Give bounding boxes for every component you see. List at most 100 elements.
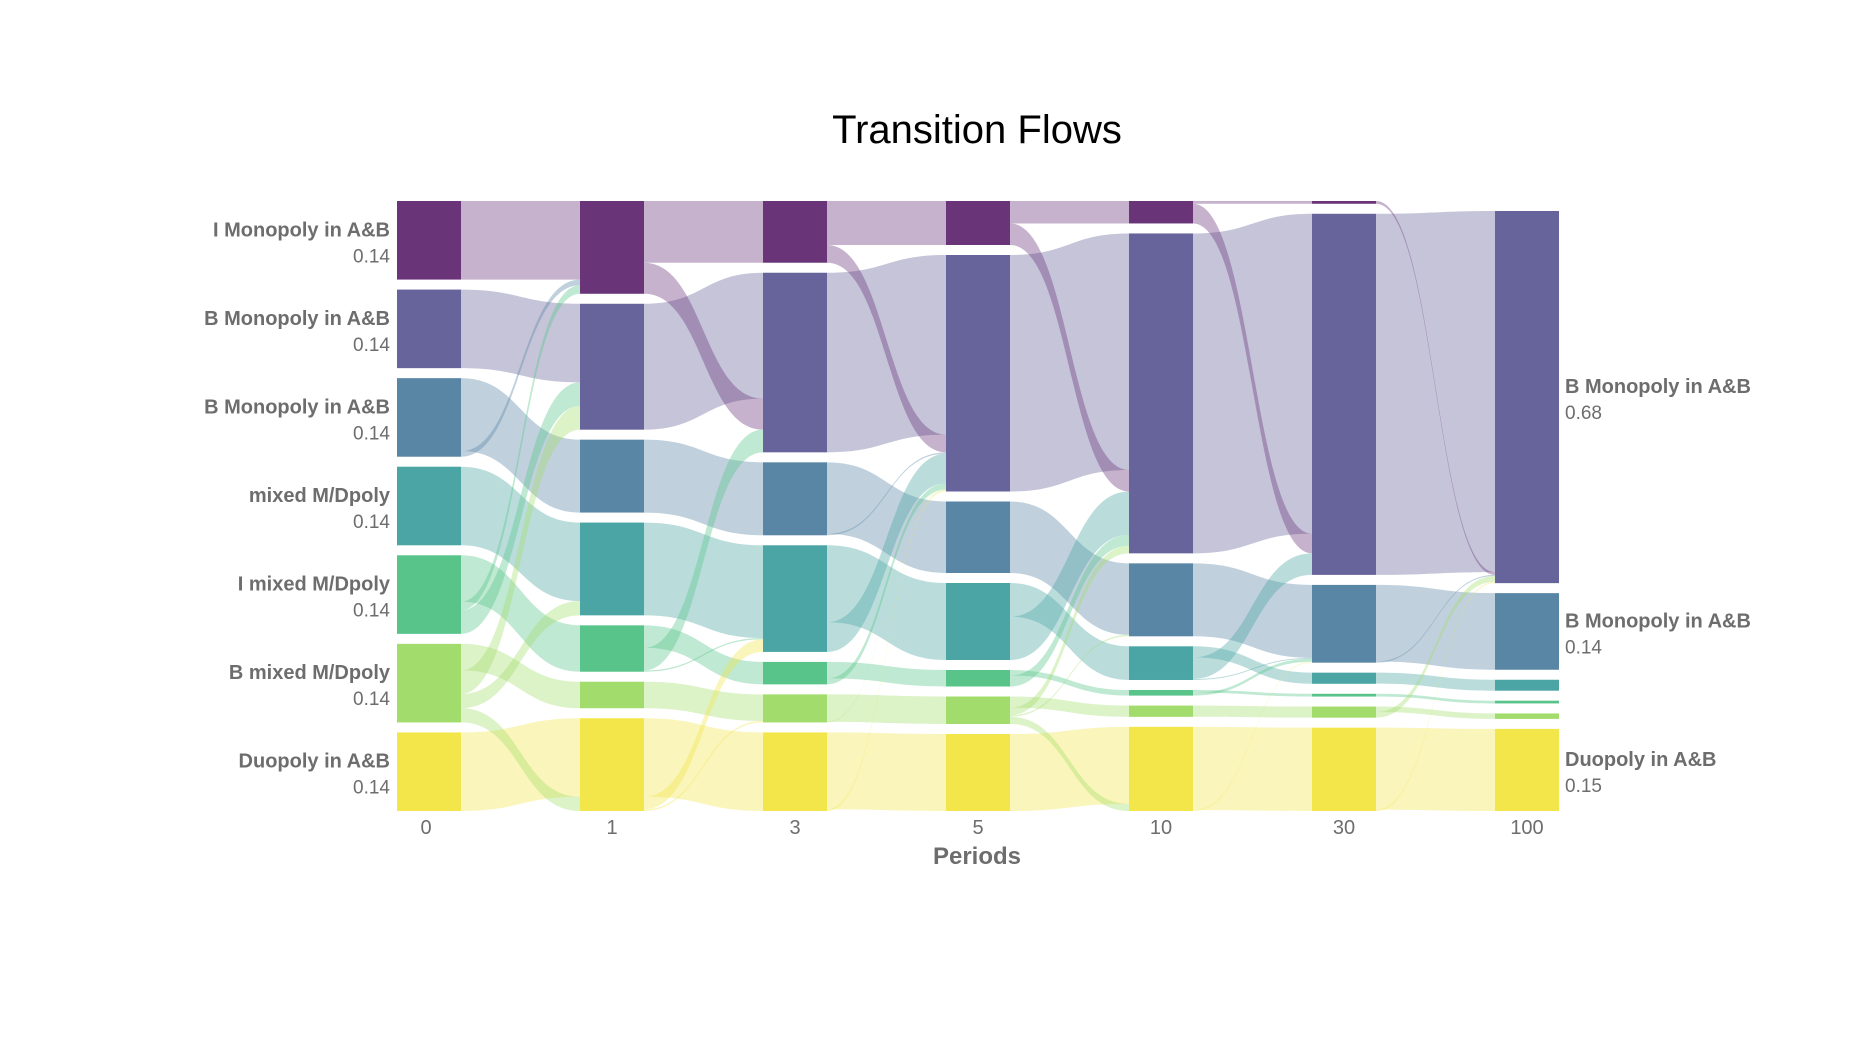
x-tick-label: 10 bbox=[1150, 817, 1172, 839]
flow-band bbox=[827, 661, 946, 687]
flow-band bbox=[461, 643, 580, 709]
state-label: Duopoly in A&B bbox=[1565, 749, 1716, 771]
x-tick-label: 5 bbox=[972, 817, 983, 839]
x-axis-title: Periods bbox=[933, 843, 1021, 870]
flow-band bbox=[1376, 576, 1495, 718]
state-label: B Monopoly in A&B bbox=[1565, 610, 1751, 632]
flow-band bbox=[827, 545, 946, 660]
state-share: 0.14 bbox=[353, 335, 390, 356]
flow-band bbox=[1193, 213, 1312, 554]
flow-band bbox=[461, 279, 580, 457]
state-label: I Monopoly in A&B bbox=[213, 219, 390, 241]
flow-band bbox=[1010, 534, 1129, 687]
state-node bbox=[946, 255, 1010, 492]
flow-band bbox=[1010, 545, 1129, 716]
state-node bbox=[946, 501, 1010, 573]
x-tick-label: 0 bbox=[420, 817, 431, 839]
state-label: Duopoly in A&B bbox=[239, 751, 390, 773]
flow-band bbox=[827, 453, 946, 652]
flow-band bbox=[461, 382, 580, 634]
flow-band bbox=[1376, 211, 1495, 575]
state-share: 0.68 bbox=[1565, 403, 1602, 424]
state-share: 0.14 bbox=[353, 423, 390, 444]
flow-band bbox=[1193, 661, 1312, 811]
state-node bbox=[1129, 705, 1193, 717]
flow-band bbox=[1010, 233, 1129, 492]
state-node bbox=[580, 201, 644, 294]
flow-band bbox=[1193, 553, 1312, 679]
flow-band bbox=[644, 262, 763, 430]
flow-band bbox=[461, 466, 580, 602]
flow-band bbox=[644, 429, 763, 671]
flow-band bbox=[644, 718, 763, 811]
state-node bbox=[1312, 672, 1376, 684]
state-node bbox=[1495, 679, 1559, 691]
state-node bbox=[1129, 726, 1193, 811]
flow-band bbox=[1010, 670, 1129, 696]
flow-band bbox=[461, 289, 580, 383]
flow-band bbox=[1376, 672, 1495, 691]
flow-band bbox=[1376, 693, 1495, 704]
state-node bbox=[397, 643, 461, 723]
flow-band bbox=[1193, 657, 1312, 680]
flow-band bbox=[1193, 726, 1312, 811]
x-tick-label: 30 bbox=[1333, 817, 1355, 839]
state-share: 0.14 bbox=[1565, 637, 1602, 658]
state-node bbox=[763, 272, 827, 453]
state-share: 0.14 bbox=[353, 778, 390, 799]
state-node bbox=[1312, 693, 1376, 697]
state-node bbox=[1495, 593, 1559, 670]
state-node bbox=[580, 718, 644, 811]
flow-band bbox=[1376, 581, 1495, 811]
flow-band bbox=[461, 285, 580, 611]
flow-band bbox=[461, 378, 580, 513]
state-node bbox=[1129, 233, 1193, 554]
flow-band bbox=[461, 555, 580, 672]
state-share: 0.15 bbox=[1565, 776, 1602, 797]
flow-band bbox=[1010, 201, 1129, 224]
state-label: I mixed M/Dpoly bbox=[238, 574, 391, 596]
state-node bbox=[1495, 211, 1559, 584]
state-node bbox=[946, 583, 1010, 660]
state-node bbox=[1129, 201, 1193, 224]
state-node bbox=[763, 462, 827, 536]
state-node bbox=[1129, 689, 1193, 696]
flow-band bbox=[461, 718, 580, 811]
x-tick-label: 3 bbox=[789, 817, 800, 839]
state-label: mixed M/Dpoly bbox=[249, 485, 391, 507]
flow-band bbox=[1010, 223, 1129, 492]
flow-band bbox=[1193, 658, 1312, 696]
flow-band bbox=[1010, 696, 1129, 717]
state-node bbox=[1312, 213, 1376, 575]
state-node bbox=[763, 694, 827, 723]
state-node bbox=[763, 732, 827, 811]
flow-band bbox=[1193, 201, 1312, 204]
flow-band bbox=[827, 201, 946, 245]
flow-band bbox=[827, 452, 946, 536]
flow-band bbox=[1376, 584, 1495, 670]
state-node bbox=[397, 378, 461, 457]
state-node bbox=[1312, 706, 1376, 718]
state-share: 0.14 bbox=[353, 689, 390, 710]
flow-band bbox=[461, 708, 580, 811]
flow-band bbox=[644, 625, 763, 685]
x-axis-ticks: 0 1 3 5 10 30 100 bbox=[420, 817, 1543, 839]
flow-band bbox=[827, 489, 946, 811]
x-tick-label: 100 bbox=[1510, 817, 1543, 839]
flow-layer bbox=[461, 201, 1495, 811]
flow-band bbox=[827, 462, 946, 573]
flow-band bbox=[461, 406, 580, 695]
flow-band bbox=[644, 639, 763, 810]
state-node bbox=[763, 661, 827, 685]
flow-band bbox=[1010, 501, 1129, 635]
chart-title: Transition Flows bbox=[832, 108, 1122, 152]
flow-band bbox=[1010, 583, 1129, 680]
state-node bbox=[1312, 584, 1376, 663]
flow-band bbox=[461, 601, 580, 709]
flow-band bbox=[644, 272, 763, 430]
flow-band bbox=[644, 681, 763, 721]
flow-band bbox=[1193, 689, 1312, 697]
state-node bbox=[1312, 727, 1376, 811]
state-node bbox=[397, 289, 461, 369]
state-node bbox=[946, 734, 1010, 811]
